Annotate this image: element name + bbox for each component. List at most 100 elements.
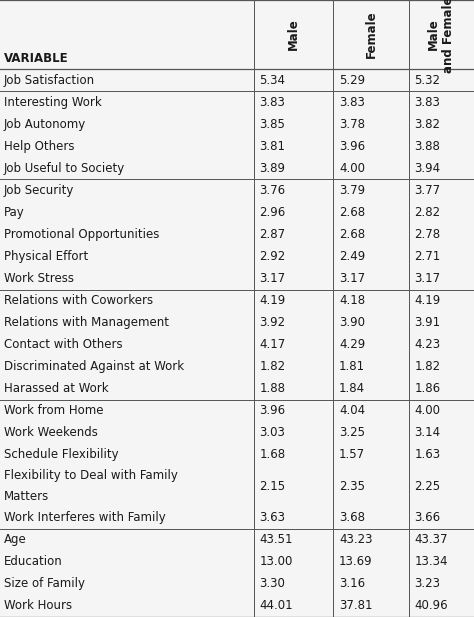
Text: 3.23: 3.23 xyxy=(414,578,440,590)
Text: 37.81: 37.81 xyxy=(339,600,373,613)
Text: 3.91: 3.91 xyxy=(414,316,440,329)
Text: 1.57: 1.57 xyxy=(339,449,365,462)
Text: 1.86: 1.86 xyxy=(414,383,440,395)
Text: 43.37: 43.37 xyxy=(414,533,448,546)
Text: 3.85: 3.85 xyxy=(259,118,285,131)
Text: Help Others: Help Others xyxy=(4,140,74,153)
Text: 5.32: 5.32 xyxy=(414,73,440,86)
Text: 3.82: 3.82 xyxy=(414,118,440,131)
Text: 43.23: 43.23 xyxy=(339,533,373,546)
Text: 1.81: 1.81 xyxy=(339,360,365,373)
Text: 2.71: 2.71 xyxy=(414,250,440,263)
Text: 2.68: 2.68 xyxy=(339,206,365,219)
Text: 4.17: 4.17 xyxy=(259,338,285,351)
Text: VARIABLE: VARIABLE xyxy=(4,52,68,65)
Text: 3.79: 3.79 xyxy=(339,184,365,197)
Text: 1.82: 1.82 xyxy=(259,360,285,373)
Text: 3.14: 3.14 xyxy=(414,426,440,439)
Text: 5.29: 5.29 xyxy=(339,73,365,86)
Text: 3.17: 3.17 xyxy=(259,272,285,285)
Text: 3.17: 3.17 xyxy=(339,272,365,285)
Text: Work Stress: Work Stress xyxy=(4,272,74,285)
Text: 3.89: 3.89 xyxy=(259,162,285,175)
Text: Interesting Work: Interesting Work xyxy=(4,96,101,109)
Text: 3.78: 3.78 xyxy=(339,118,365,131)
Text: 13.69: 13.69 xyxy=(339,555,373,568)
Text: Size of Family: Size of Family xyxy=(4,578,85,590)
Text: 2.68: 2.68 xyxy=(339,228,365,241)
Text: 43.51: 43.51 xyxy=(259,533,293,546)
Text: 3.77: 3.77 xyxy=(414,184,440,197)
Text: 2.15: 2.15 xyxy=(259,480,285,493)
Text: 3.88: 3.88 xyxy=(414,140,440,153)
Text: Education: Education xyxy=(4,555,63,568)
Text: 4.19: 4.19 xyxy=(259,294,285,307)
Text: Job Useful to Society: Job Useful to Society xyxy=(4,162,125,175)
Text: Promotional Opportunities: Promotional Opportunities xyxy=(4,228,159,241)
Text: 2.78: 2.78 xyxy=(414,228,440,241)
Text: 2.87: 2.87 xyxy=(259,228,285,241)
Text: 1.88: 1.88 xyxy=(259,383,285,395)
Text: 3.30: 3.30 xyxy=(259,578,285,590)
Text: 3.92: 3.92 xyxy=(259,316,285,329)
Text: 3.83: 3.83 xyxy=(414,96,440,109)
Text: 4.00: 4.00 xyxy=(339,162,365,175)
Text: 3.17: 3.17 xyxy=(414,272,440,285)
Text: Harassed at Work: Harassed at Work xyxy=(4,383,109,395)
Text: 4.29: 4.29 xyxy=(339,338,365,351)
Text: Discriminated Against at Work: Discriminated Against at Work xyxy=(4,360,184,373)
Text: 3.83: 3.83 xyxy=(259,96,285,109)
Text: 13.34: 13.34 xyxy=(414,555,448,568)
Text: 2.96: 2.96 xyxy=(259,206,285,219)
Text: 3.03: 3.03 xyxy=(259,426,285,439)
Text: 2.49: 2.49 xyxy=(339,250,365,263)
Text: 1.82: 1.82 xyxy=(414,360,440,373)
Text: 3.90: 3.90 xyxy=(339,316,365,329)
Text: 1.63: 1.63 xyxy=(414,449,440,462)
Text: Schedule Flexibility: Schedule Flexibility xyxy=(4,449,118,462)
Text: 1.68: 1.68 xyxy=(259,449,285,462)
Text: Job Security: Job Security xyxy=(4,184,74,197)
Text: Flexibility to Deal with Family: Flexibility to Deal with Family xyxy=(4,470,178,482)
Text: 3.76: 3.76 xyxy=(259,184,285,197)
Text: Female: Female xyxy=(365,10,377,59)
Text: 2.25: 2.25 xyxy=(414,480,440,493)
Text: Pay: Pay xyxy=(4,206,25,219)
Text: 3.94: 3.94 xyxy=(414,162,440,175)
Text: Relations with Management: Relations with Management xyxy=(4,316,169,329)
Text: Relations with Coworkers: Relations with Coworkers xyxy=(4,294,153,307)
Text: 3.81: 3.81 xyxy=(259,140,285,153)
Text: 4.18: 4.18 xyxy=(339,294,365,307)
Text: 44.01: 44.01 xyxy=(259,600,293,613)
Text: Male
and Female: Male and Female xyxy=(427,0,456,73)
Text: 3.16: 3.16 xyxy=(339,578,365,590)
Text: 4.00: 4.00 xyxy=(414,404,440,417)
Text: 2.82: 2.82 xyxy=(414,206,440,219)
Text: 4.23: 4.23 xyxy=(414,338,440,351)
Text: Contact with Others: Contact with Others xyxy=(4,338,122,351)
Text: 3.83: 3.83 xyxy=(339,96,365,109)
Text: 13.00: 13.00 xyxy=(259,555,292,568)
Text: Work Interferes with Family: Work Interferes with Family xyxy=(4,511,165,524)
Text: 3.68: 3.68 xyxy=(339,511,365,524)
Text: Job Satisfaction: Job Satisfaction xyxy=(4,73,95,86)
Text: 3.96: 3.96 xyxy=(339,140,365,153)
Text: 3.66: 3.66 xyxy=(414,511,440,524)
Text: 4.19: 4.19 xyxy=(414,294,440,307)
Text: 2.35: 2.35 xyxy=(339,480,365,493)
Text: Matters: Matters xyxy=(4,491,49,503)
Text: 5.34: 5.34 xyxy=(259,73,285,86)
Text: Work from Home: Work from Home xyxy=(4,404,103,417)
Text: 4.04: 4.04 xyxy=(339,404,365,417)
Text: 40.96: 40.96 xyxy=(414,600,448,613)
Text: Physical Effort: Physical Effort xyxy=(4,250,88,263)
Text: 2.92: 2.92 xyxy=(259,250,285,263)
Text: Male: Male xyxy=(287,19,300,51)
Text: 1.84: 1.84 xyxy=(339,383,365,395)
Text: Work Weekends: Work Weekends xyxy=(4,426,98,439)
Text: 3.63: 3.63 xyxy=(259,511,285,524)
Text: Job Autonomy: Job Autonomy xyxy=(4,118,86,131)
Text: Work Hours: Work Hours xyxy=(4,600,72,613)
Text: Age: Age xyxy=(4,533,27,546)
Text: 3.25: 3.25 xyxy=(339,426,365,439)
